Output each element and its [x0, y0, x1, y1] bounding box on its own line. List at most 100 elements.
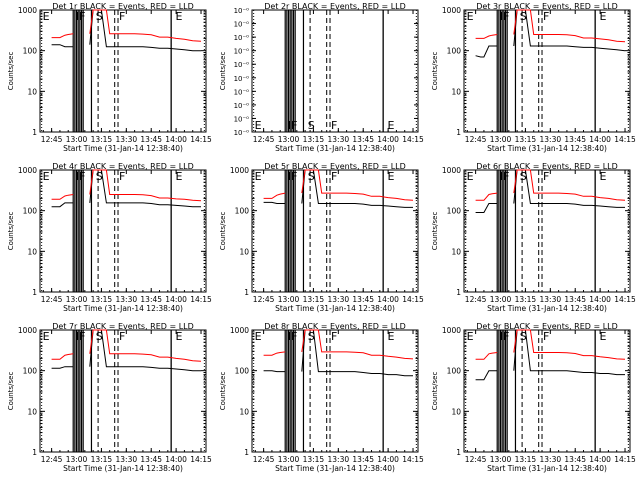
x-axis-label: Start Time (31-Jan-14 12:38:40) — [275, 464, 395, 473]
event-marker-label: S — [308, 119, 315, 132]
x-tick-label: 13:45 — [352, 295, 374, 304]
x-tick-label: 13:00 — [278, 455, 300, 464]
panel-title: Det 2r BLACK = Events, RED = LLD — [264, 2, 406, 11]
y-tick-label: 1 — [456, 448, 461, 457]
y-tick-label: 100 — [235, 207, 250, 216]
plot-frame — [39, 9, 207, 133]
event-marker-label: IF — [76, 330, 86, 343]
plot-frame — [463, 329, 631, 453]
x-tick-label: 13:45 — [352, 135, 374, 144]
y-tick-label: 10⁻⁰ — [234, 61, 250, 69]
x-tick-label: 13:45 — [140, 135, 162, 144]
x-tick-label: 13:15 — [515, 295, 537, 304]
x-tick-label: 13:00 — [490, 135, 512, 144]
series-line-lld — [475, 9, 626, 43]
plot-frame — [39, 169, 207, 293]
y-tick-label: 10 — [451, 87, 461, 96]
x-tick-label: 14:15 — [190, 135, 212, 144]
y-tick-label: 1000 — [442, 6, 461, 15]
x-tick-label: 13:30 — [540, 455, 562, 464]
x-axis-label: Start Time (31-Jan-14 12:38:40) — [63, 464, 183, 473]
event-marker-label: E — [43, 10, 50, 23]
x-tick-label: 12:45 — [253, 455, 275, 464]
series-line-lld — [51, 9, 202, 42]
x-tick-label: 13:30 — [328, 135, 350, 144]
event-marker-label: E — [467, 170, 474, 183]
panel-title: Det 5r BLACK = Events, RED = LLD — [264, 162, 406, 171]
x-tick-label: 13:45 — [140, 295, 162, 304]
event-marker-label: IF — [76, 10, 86, 23]
plot-frame — [39, 329, 207, 453]
x-axis-label: Start Time (31-Jan-14 12:38:40) — [275, 144, 395, 153]
event-marker-label: S — [308, 330, 315, 343]
panel-title: Det 1r BLACK = Events, RED = LLD — [52, 2, 194, 11]
x-tick-label: 14:15 — [614, 295, 636, 304]
event-marker-label: E — [175, 330, 182, 343]
x-tick-label: 12:45 — [41, 135, 63, 144]
event-marker-label: S — [96, 10, 103, 23]
event-marker-label: IF — [500, 170, 510, 183]
plot-frame — [463, 9, 631, 133]
x-tick-label: 14:00 — [589, 295, 611, 304]
event-marker-label: E — [599, 170, 606, 183]
y-tick-label: 10⁻⁰ — [234, 75, 250, 83]
event-marker-label: S — [96, 330, 103, 343]
x-tick-label: 14:00 — [165, 455, 187, 464]
x-axis-label: Start Time (31-Jan-14 12:38:40) — [487, 464, 607, 473]
y-tick-label: 1 — [244, 448, 249, 457]
event-marker-label: E — [599, 10, 606, 23]
x-tick-label: 13:30 — [116, 135, 138, 144]
y-tick-label: 10⁻⁰ — [234, 21, 250, 29]
event-marker-label: E — [387, 170, 394, 183]
panel-title: Det 7r BLACK = Events, RED = LLD — [52, 322, 194, 331]
x-tick-label: 13:45 — [564, 295, 586, 304]
y-axis-label: Counts/sec — [431, 52, 439, 91]
y-axis-label: Counts/sec — [7, 372, 15, 411]
y-tick-label: 100 — [447, 47, 462, 56]
panel-title: Det 9r BLACK = Events, RED = LLD — [476, 322, 618, 331]
event-marker-label: E — [255, 119, 262, 132]
series-line-lld — [51, 329, 202, 362]
x-tick-label: 14:00 — [589, 455, 611, 464]
plot-frame — [463, 169, 631, 293]
y-tick-label: 1 — [32, 128, 37, 137]
event-marker-label: F — [543, 330, 549, 343]
panel-title: Det 4r BLACK = Events, RED = LLD — [52, 162, 194, 171]
x-tick-label: 13:00 — [66, 295, 88, 304]
y-tick-label: 100 — [447, 367, 462, 376]
y-tick-label: 10⁻⁰ — [234, 102, 250, 110]
y-tick-label: 1000 — [230, 166, 249, 175]
x-tick-label: 13:30 — [328, 455, 350, 464]
event-marker-label: E — [255, 170, 262, 183]
x-tick-label: 14:00 — [165, 135, 187, 144]
x-tick-label: 13:00 — [278, 135, 300, 144]
y-tick-label: 100 — [235, 367, 250, 376]
event-marker-label: E — [175, 170, 182, 183]
x-tick-label: 13:30 — [116, 455, 138, 464]
x-tick-label: 12:45 — [41, 455, 63, 464]
x-tick-label: 13:45 — [352, 455, 374, 464]
event-marker-label: F — [119, 330, 125, 343]
x-tick-label: 13:30 — [540, 135, 562, 144]
event-marker-label: IF — [500, 10, 510, 23]
event-marker-label: F — [331, 330, 337, 343]
event-marker-label: IF — [288, 170, 298, 183]
y-axis-label: Counts/sec — [7, 212, 15, 251]
y-tick-label: 10 — [239, 247, 249, 256]
x-tick-label: 14:15 — [402, 135, 424, 144]
x-tick-label: 13:15 — [91, 135, 113, 144]
y-tick-label: 100 — [23, 47, 38, 56]
y-axis-label: Counts/sec — [219, 52, 227, 91]
event-marker-label: S — [520, 330, 527, 343]
x-tick-label: 12:45 — [41, 295, 63, 304]
y-tick-label: 100 — [23, 207, 38, 216]
y-axis-label: Counts/sec — [219, 212, 227, 251]
y-tick-label: 10⁻⁰ — [234, 48, 250, 56]
event-marker-label: E — [599, 330, 606, 343]
x-tick-label: 13:00 — [490, 455, 512, 464]
series-line-lld — [475, 169, 626, 201]
x-axis-label: Start Time (31-Jan-14 12:38:40) — [487, 304, 607, 313]
